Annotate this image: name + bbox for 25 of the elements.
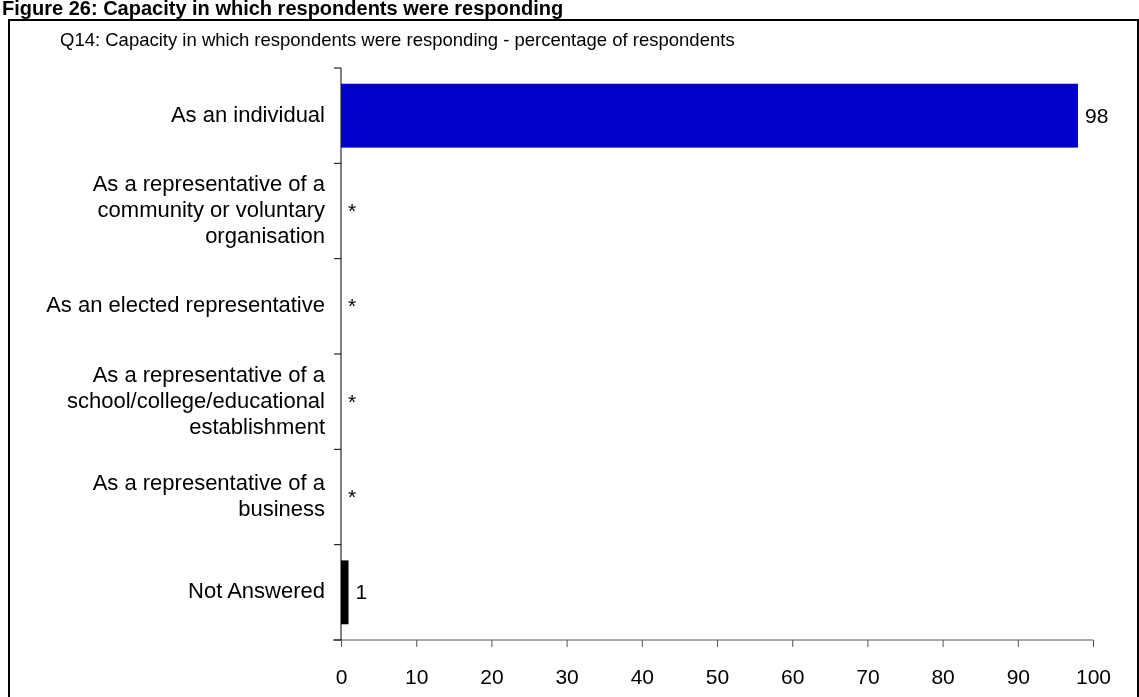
x-tick-label: 60 xyxy=(781,664,805,688)
y-tick-label: As a representative of a community or voluntary organisation xyxy=(92,171,326,248)
chart-subtitle: Q14: Capacity in which respondents were responding - percentage of respondents xyxy=(60,29,735,50)
x-tick-label: 100 xyxy=(1075,664,1112,688)
y-tick-label: Not Answered xyxy=(188,578,325,604)
x-tick-label: 40 xyxy=(630,664,654,688)
y-tick-label: As a representative of a business xyxy=(92,470,326,521)
x-tick-label: 10 xyxy=(405,664,429,688)
data-label: * xyxy=(348,389,357,413)
data-label: * xyxy=(348,199,357,222)
y-tick-label: As an individual xyxy=(170,101,325,127)
x-tick-label: 80 xyxy=(931,664,955,688)
x-tick-label: 20 xyxy=(480,664,504,688)
data-label: 98 xyxy=(1084,103,1109,127)
x-tick-label: 90 xyxy=(1006,664,1030,688)
data-label: * xyxy=(348,485,357,508)
data-label: 1 xyxy=(355,580,368,604)
data-label: * xyxy=(348,294,357,318)
y-tick-label: As an elected representative xyxy=(46,292,325,318)
y-tick-label: As a representative of a school/college/educational establishment xyxy=(66,361,326,439)
x-tick-label: 30 xyxy=(555,664,579,688)
x-tick-label: 70 xyxy=(856,664,880,688)
x-tick-label: 0 xyxy=(335,664,348,688)
x-tick-label: 50 xyxy=(705,664,730,688)
chart-title: Figure 26: Capacity in which respondents were responding xyxy=(2,0,564,19)
